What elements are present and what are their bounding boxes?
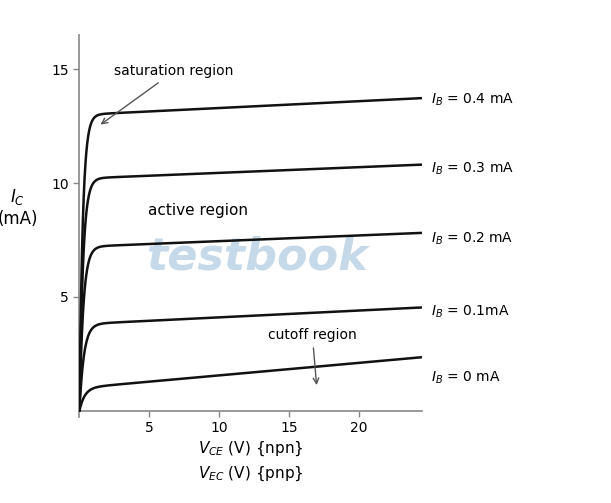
Text: $I_B$ = 0.2 mA: $I_B$ = 0.2 mA [431,231,513,247]
Text: $I_B$ = 0.1mA: $I_B$ = 0.1mA [431,303,510,320]
Text: saturation region: saturation region [102,64,234,124]
Text: active region: active region [148,203,248,218]
Text: $I_B$ = 0.3 mA: $I_B$ = 0.3 mA [431,160,514,177]
Text: testbook: testbook [147,235,368,279]
Text: $I_B$ = 0.4 mA: $I_B$ = 0.4 mA [431,92,514,108]
Text: cutoff region: cutoff region [268,328,357,384]
Text: $I_B$ = 0 mA: $I_B$ = 0 mA [431,370,500,386]
Text: $V_{CE}$ (V) {npn}
$V_{EC}$ (V) {pnp}: $V_{CE}$ (V) {npn} $V_{EC}$ (V) {pnp} [198,440,303,483]
Y-axis label: $I_C$
(mA): $I_C$ (mA) [0,187,38,228]
